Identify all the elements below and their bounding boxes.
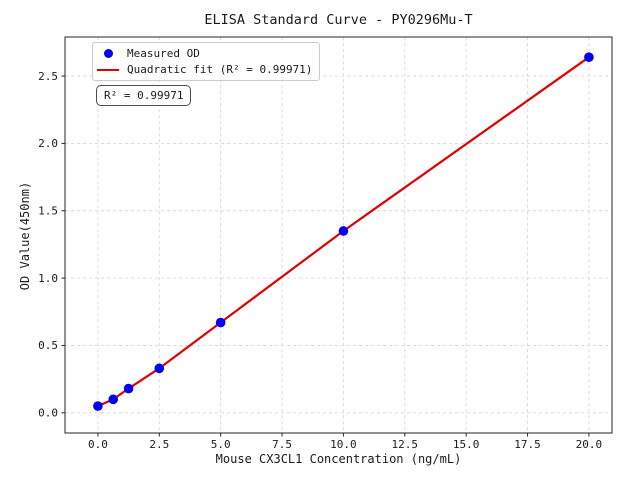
- line-marker-icon: [97, 68, 119, 72]
- measured-od-point: [108, 394, 119, 405]
- y-tick-label: 0.5: [38, 339, 58, 352]
- legend-label: Quadratic fit (R² = 0.99971): [127, 63, 313, 77]
- measured-od-point: [154, 363, 165, 374]
- legend-item-quadratic-fit: Quadratic fit (R² = 0.99971): [93, 63, 319, 76]
- y-axis-label: OD Value(450nm): [18, 181, 32, 291]
- scatter-marker-icon: [103, 48, 113, 58]
- x-tick-label: 5.0: [211, 438, 231, 451]
- x-tick-label: 12.5: [392, 438, 419, 451]
- r-squared-annotation: R² = 0.99971: [96, 85, 192, 106]
- legend-item-measured-od: Measured OD: [93, 47, 319, 60]
- y-tick-label: 2.5: [38, 70, 58, 83]
- measured-od-point: [93, 401, 103, 411]
- x-tick-label: 20.0: [576, 438, 603, 451]
- x-tick-label: 0.0: [88, 438, 108, 451]
- x-axis-label: Mouse CX3CL1 Concentration (ng/mL): [215, 452, 462, 466]
- measured-od-point: [338, 226, 349, 236]
- y-tick-label: 2.0: [38, 137, 58, 150]
- legend: Measured OD Quadratic fit (R² = 0.99971): [92, 42, 320, 81]
- y-tick-label: 0.0: [38, 407, 58, 420]
- measured-od-point: [123, 383, 134, 394]
- measured-od-point: [215, 317, 226, 328]
- chart-title: ELISA Standard Curve - PY0296Mu-T: [204, 12, 473, 28]
- x-tick-label: 17.5: [514, 438, 541, 451]
- y-tick-label: 1.0: [38, 272, 58, 285]
- legend-label: Measured OD: [127, 46, 200, 60]
- legend-handle: [93, 68, 123, 72]
- x-tick-label: 2.5: [149, 438, 169, 451]
- measured-od-point: [584, 52, 594, 63]
- x-tick-label: 10.0: [330, 438, 357, 451]
- x-tick-label: 7.5: [272, 438, 292, 451]
- y-tick-label: 1.5: [38, 205, 58, 218]
- plot-frame: [64, 36, 613, 434]
- x-tick-label: 15.0: [453, 438, 480, 451]
- legend-handle: [93, 48, 123, 58]
